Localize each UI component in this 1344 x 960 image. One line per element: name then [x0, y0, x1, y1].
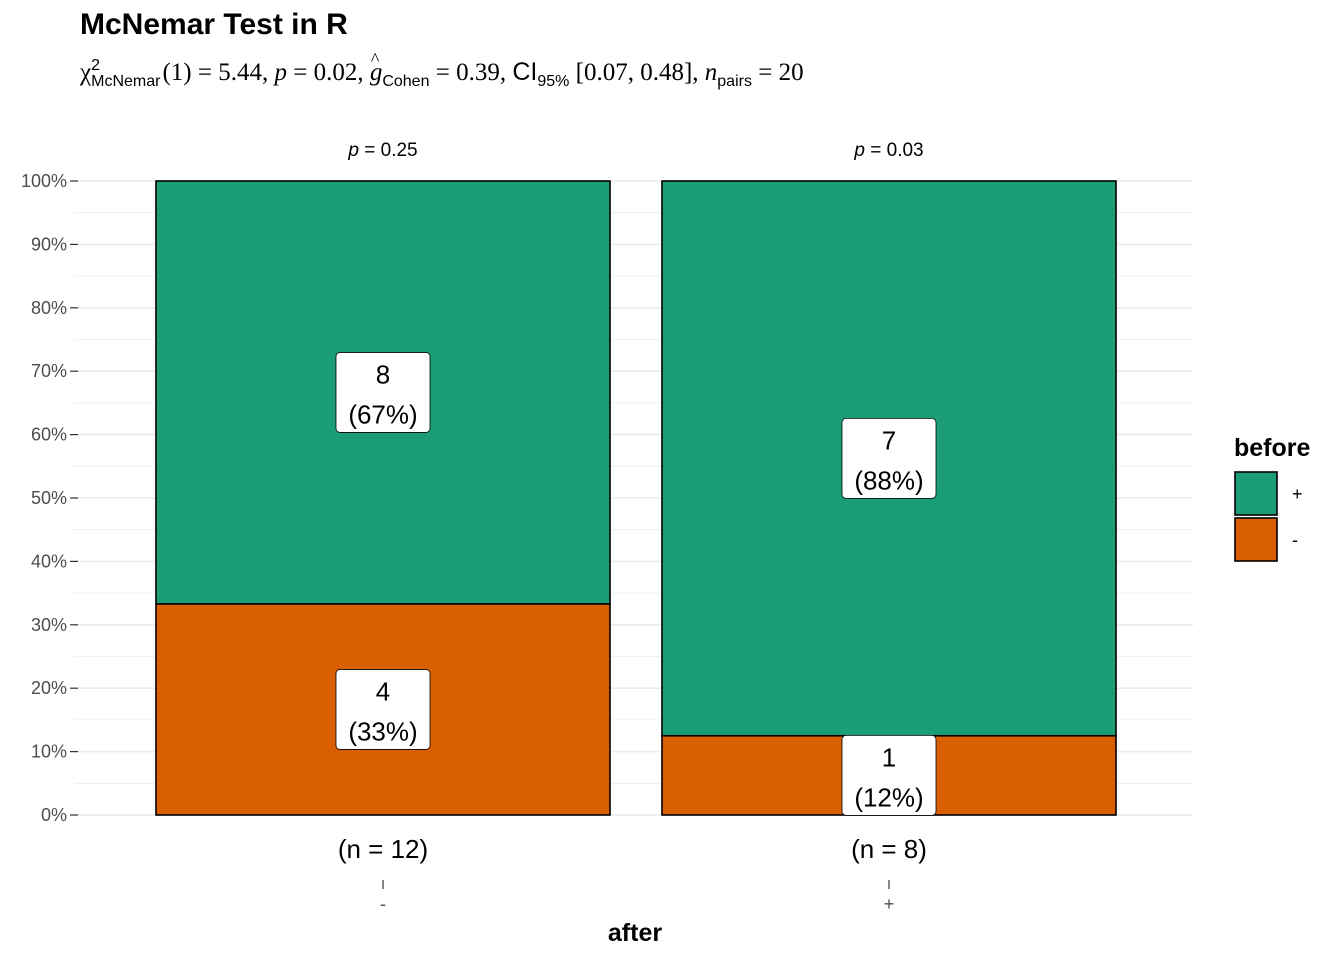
y-axis: 0% 10% 20% 30% 40% 50% 60% 70% 80% 90% 100%: [21, 171, 78, 825]
data-label-box: [841, 417, 937, 499]
data-label-count: 1: [882, 742, 896, 772]
data-label-box: [841, 734, 937, 816]
ci-subscript: 95%: [537, 73, 570, 90]
p-symbol: p: [274, 59, 287, 86]
data-label-percent: (12%): [854, 782, 923, 812]
n-subscript: pairs: [717, 73, 752, 90]
p-symbol: p: [347, 140, 364, 161]
y-tick-label: 10%: [31, 742, 67, 762]
legend-title: before: [1234, 434, 1311, 462]
ci-value: [0.07, 0.48],: [575, 59, 699, 86]
data-label-count: 8: [376, 359, 390, 389]
ci-label: CI: [512, 58, 538, 86]
chart-title: McNemar Test in R: [80, 8, 348, 41]
data-label-count: 4: [376, 676, 390, 706]
y-tick-label: 0%: [41, 805, 67, 825]
data-label-box: [335, 352, 431, 433]
x-tick-label: +: [884, 894, 895, 914]
sample-size-label: (n = 8): [851, 834, 927, 864]
y-tick-label: 70%: [31, 361, 67, 381]
p-value-label: p = 0.25: [347, 140, 417, 161]
chart-subtitle: χ 2 McNemar (1) = 5.44, p = 0.02, ^ gCohen =…: [80, 49, 804, 91]
y-tick-label: 50%: [31, 488, 67, 508]
y-tick-label: 30%: [31, 615, 67, 635]
p-value-text: = 0.03: [870, 140, 923, 161]
y-tick-label: 100%: [21, 171, 67, 191]
p-symbol: p: [853, 140, 870, 161]
effect-subscript: Cohen: [382, 73, 430, 90]
y-tick-label: 80%: [31, 298, 67, 318]
p-value-text: = 0.25: [364, 140, 417, 161]
stat-df: (1): [162, 59, 192, 86]
x-axis-title: after: [608, 919, 662, 947]
data-label-percent: (67%): [348, 399, 417, 429]
stat-symbol: χ: [80, 59, 92, 86]
y-tick-label: 20%: [31, 678, 67, 698]
x-axis: (n = 12) - (n = 8) + after: [338, 834, 927, 947]
data-label-count: 7: [882, 425, 896, 455]
hat-glyph: ^: [370, 49, 380, 69]
data-label-percent: (88%): [854, 465, 923, 495]
legend-label: +: [1292, 484, 1303, 504]
y-tick-label: 40%: [31, 551, 67, 571]
sample-size-label: (n = 12): [338, 834, 428, 864]
y-tick-label: 90%: [31, 234, 67, 254]
data-labels: 4 (33%) 8 (67%) p = 0.25 1 (12%) 7 (88%) p = 0.03: [335, 140, 937, 816]
legend-label: -: [1292, 530, 1298, 550]
p-value-label: p = 0.03: [853, 140, 923, 161]
legend-swatch: [1234, 517, 1278, 562]
legend: before + -: [1234, 434, 1311, 562]
stat-subscript: McNemar: [91, 73, 161, 91]
stat-value: = 5.44,: [197, 59, 269, 86]
n-symbol: n: [704, 59, 718, 86]
x-tick-label: -: [380, 894, 386, 914]
data-label-box: [335, 669, 431, 750]
y-tick-label: 60%: [31, 425, 67, 445]
legend-swatch: [1234, 471, 1278, 516]
effect-symbol: g: [369, 59, 383, 86]
effect-value: = 0.39,: [435, 59, 507, 86]
n-value: = 20: [758, 59, 804, 86]
stat-superscript: 2: [91, 57, 101, 75]
p-value: = 0.02,: [293, 59, 364, 86]
data-label-percent: (33%): [348, 716, 417, 746]
